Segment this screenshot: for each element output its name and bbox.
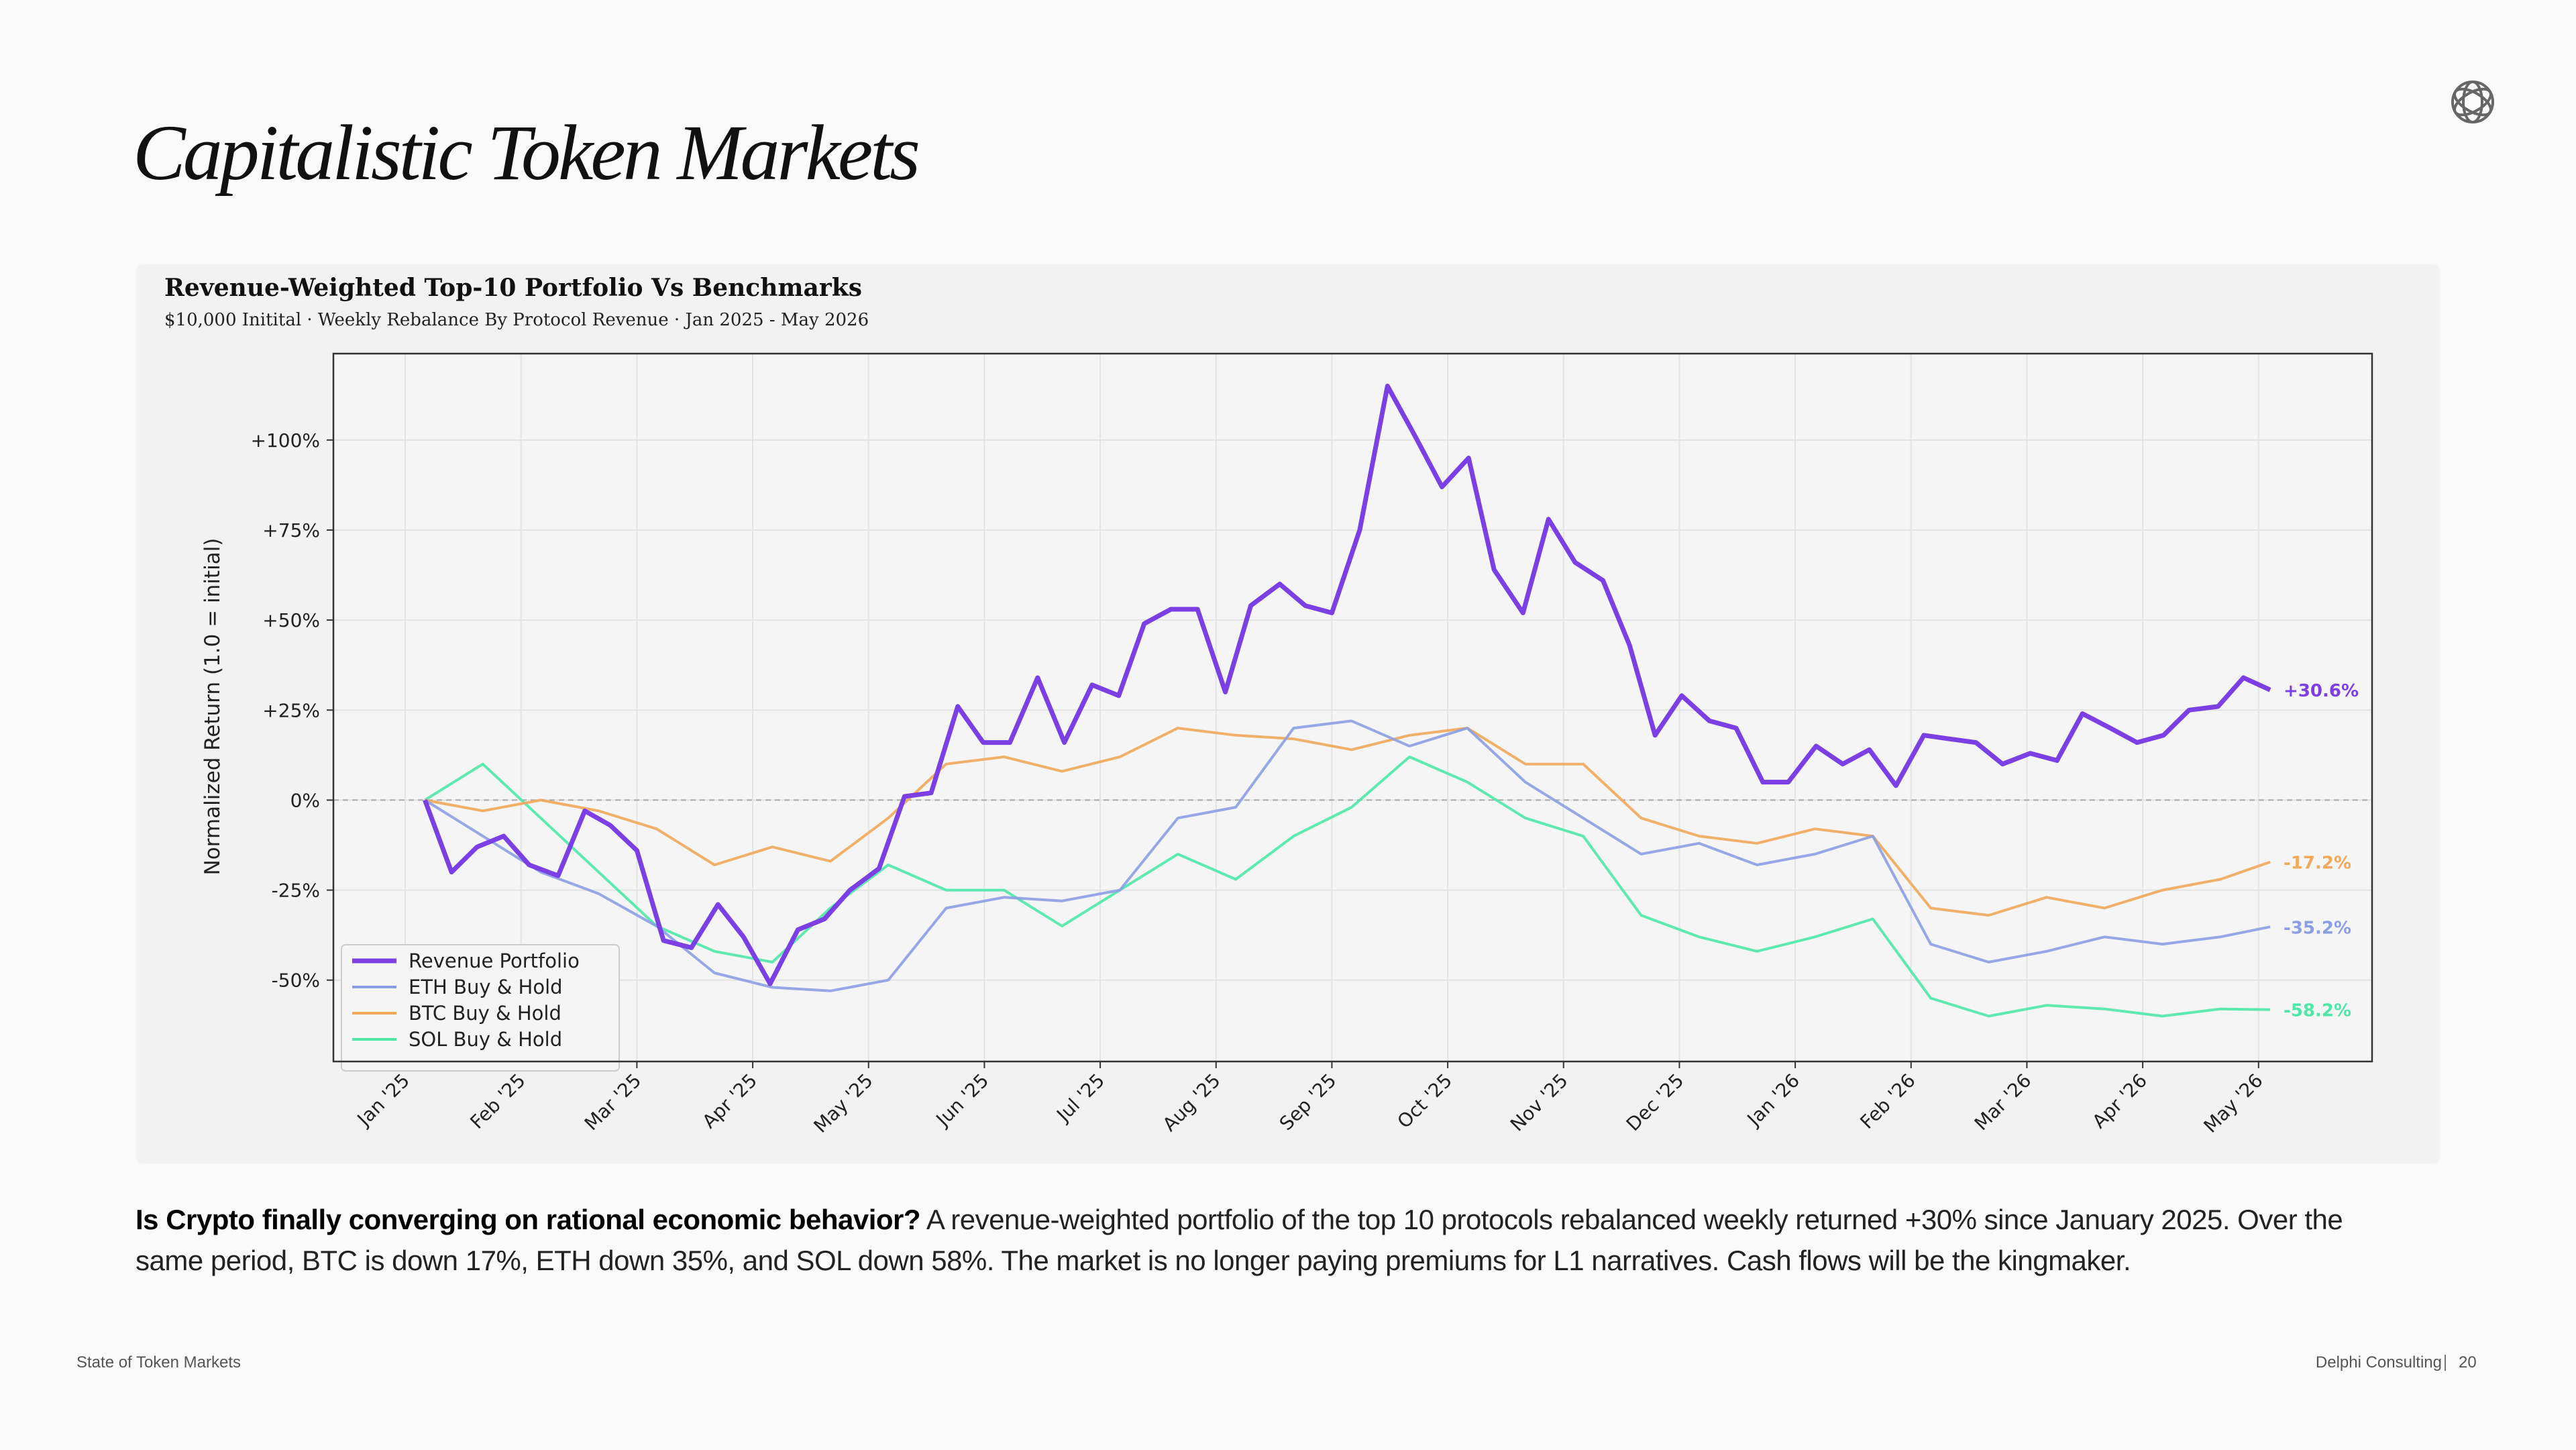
- y-tick-label: +75%: [262, 519, 320, 541]
- x-tick-label: Jan '26: [1742, 1070, 1804, 1131]
- chart-title: Revenue-Weighted Top-10 Portfolio Vs Ben…: [164, 274, 862, 302]
- body-rest: A revenue-weighted portfolio of the top …: [136, 1204, 2343, 1276]
- x-tick-label: Apr '26: [2088, 1070, 2152, 1133]
- x-tick-label: Oct '25: [1393, 1070, 1456, 1133]
- series-line: [424, 756, 2271, 1018]
- slide-title: Capitalistic Token Markets: [133, 109, 920, 197]
- legend-label: ETH Buy & Hold: [409, 976, 563, 998]
- x-tick-label: May '25: [809, 1070, 877, 1137]
- x-tick-label: Mar '26: [1970, 1070, 2036, 1135]
- series-line: [424, 719, 2271, 992]
- footer-separator: [2445, 1355, 2446, 1371]
- series-line: [423, 383, 2271, 986]
- body-lead: Is Crypto finally converging on rational…: [136, 1204, 921, 1235]
- x-tick-label: Mar '25: [580, 1070, 646, 1135]
- legend-label: BTC Buy & Hold: [409, 1002, 561, 1025]
- legend-label: Revenue Portfolio: [409, 949, 580, 972]
- end-label: -17.2%: [2284, 853, 2351, 874]
- end-label: -35.2%: [2284, 918, 2351, 938]
- end-label: +30.6%: [2284, 681, 2359, 701]
- y-tick-label: +100%: [250, 429, 320, 452]
- plot-area: [333, 354, 2372, 1061]
- footer-right: Delphi Consulting: [2315, 1353, 2442, 1371]
- y-tick-label: +50%: [262, 609, 320, 631]
- x-tick-label: Feb '26: [1856, 1070, 1919, 1133]
- y-axis-label: Normalized Return (1.0 = initial): [201, 538, 225, 876]
- plot-border: [332, 352, 2373, 1063]
- legend-label: SOL Buy & Hold: [409, 1028, 562, 1051]
- x-tick-label: Jan '25: [352, 1070, 414, 1131]
- body-text: Is Crypto finally converging on rational…: [136, 1199, 2403, 1281]
- logo: [2451, 81, 2494, 123]
- legend-box: [341, 944, 620, 1072]
- footer-left: State of Token Markets: [76, 1353, 241, 1371]
- y-tick-label: -50%: [272, 970, 320, 992]
- x-tick-label: Dec '25: [1622, 1070, 1688, 1136]
- y-tick-label: +25%: [262, 699, 320, 721]
- chart-panel: Revenue-Weighted Top-10 Portfolio Vs Ben…: [136, 264, 2440, 1163]
- chart-subtitle: $10,000 Initital · Weekly Rebalance By P…: [164, 310, 869, 330]
- x-tick-label: Nov '25: [1506, 1070, 1572, 1136]
- x-tick-label: Aug '25: [1159, 1070, 1225, 1136]
- x-tick-label: Feb '25: [466, 1070, 529, 1133]
- x-tick-label: Jun '25: [931, 1070, 994, 1132]
- y-tick-label: -25%: [272, 880, 320, 902]
- series-line: [425, 727, 2271, 917]
- chart: Revenue-Weighted Top-10 Portfolio Vs Ben…: [164, 274, 2373, 1137]
- x-tick-label: Sep '25: [1275, 1070, 1341, 1135]
- y-tick-label: 0%: [290, 789, 320, 811]
- x-tick-label: Apr '25: [698, 1070, 761, 1133]
- x-tick-label: Jul '25: [1051, 1070, 1109, 1127]
- page-number: 20: [2459, 1353, 2477, 1371]
- logo-layer: [2451, 81, 2494, 123]
- x-tick-label: May '26: [2200, 1070, 2267, 1137]
- end-label: -58.2%: [2284, 1001, 2351, 1021]
